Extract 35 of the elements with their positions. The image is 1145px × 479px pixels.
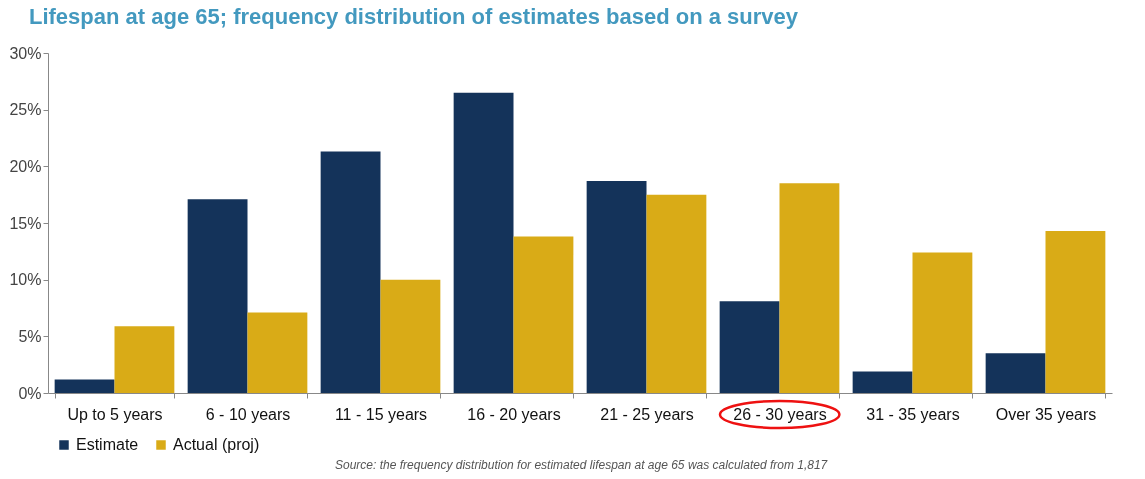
chart-title: Lifespan at age 65; frequency distribution of estimates based on a survey (28, 4, 799, 29)
bar (513, 236, 574, 393)
x-tick-label: 26 - 30 years (733, 405, 827, 423)
x-tick-label: 6 - 10 years (205, 405, 291, 423)
y-tick-label: 30% (9, 44, 42, 62)
bar (985, 353, 1046, 393)
y-tick-label: 5% (18, 327, 42, 345)
y-tick-label: 0% (18, 384, 42, 402)
bar (586, 181, 647, 393)
bar (54, 379, 115, 393)
y-tick-label: 10% (9, 271, 42, 289)
bar (320, 151, 381, 393)
x-tick-label: 21 - 25 years (600, 405, 694, 423)
bar (779, 183, 840, 393)
bar (380, 279, 441, 393)
x-tick-label: Over 35 years (995, 405, 1097, 423)
source-note: Source: the frequency distribution for estimated lifespan at age 65 was calculated from 1,817 (335, 458, 828, 472)
legend-label: Actual (proj) (173, 436, 260, 453)
legend-label: Estimate (76, 436, 139, 453)
bar (646, 194, 707, 393)
bar (114, 326, 175, 393)
y-tick-label: 20% (9, 157, 42, 175)
x-tick-label: 31 - 35 years (866, 405, 960, 423)
y-tick-label: 15% (9, 214, 42, 232)
bar (719, 301, 780, 393)
bar (1045, 230, 1106, 393)
bar (453, 92, 514, 393)
y-tick-label: 25% (9, 101, 42, 119)
bar (247, 312, 308, 393)
bar (912, 252, 973, 393)
bar (852, 371, 913, 393)
x-tick-label: 11 - 15 years (334, 405, 428, 423)
x-tick-label: Up to 5 years (67, 405, 163, 423)
x-tick-label: 16 - 20 years (467, 405, 561, 423)
bar (187, 199, 248, 393)
